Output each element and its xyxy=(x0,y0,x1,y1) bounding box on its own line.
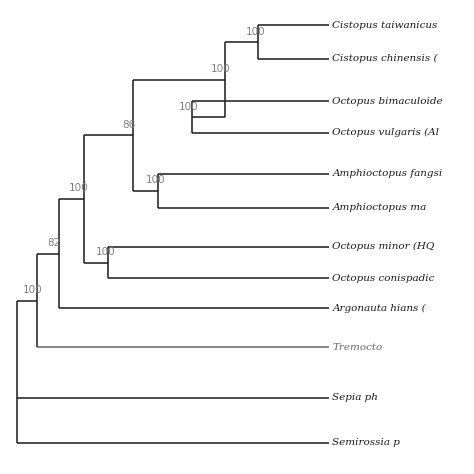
Text: Amphioctopus ma: Amphioctopus ma xyxy=(332,203,427,212)
Text: Octopus minor (HQ: Octopus minor (HQ xyxy=(332,242,435,251)
Text: Amphioctopus fangsi: Amphioctopus fangsi xyxy=(332,170,443,179)
Text: 82: 82 xyxy=(47,238,61,248)
Text: Cistopus taiwanicus: Cistopus taiwanicus xyxy=(332,21,438,30)
Text: Argonauta hians (: Argonauta hians ( xyxy=(332,304,426,313)
Text: Cistopus chinensis (: Cistopus chinensis ( xyxy=(332,54,438,64)
Text: 86: 86 xyxy=(122,120,136,130)
Text: Octopus vulgaris (Al: Octopus vulgaris (Al xyxy=(332,128,439,137)
Text: 100: 100 xyxy=(96,247,115,257)
Text: 100: 100 xyxy=(246,27,265,36)
Text: 100: 100 xyxy=(146,175,165,185)
Text: Sepia ph: Sepia ph xyxy=(332,393,378,402)
Text: Tremocto: Tremocto xyxy=(332,343,383,352)
Text: 100: 100 xyxy=(69,183,89,193)
Text: Semirossia p: Semirossia p xyxy=(332,438,400,447)
Text: 100: 100 xyxy=(23,285,43,295)
Text: 100: 100 xyxy=(211,64,230,74)
Text: Octopus conispadic: Octopus conispadic xyxy=(332,273,435,283)
Text: Octopus bimaculoide: Octopus bimaculoide xyxy=(332,97,443,106)
Text: 100: 100 xyxy=(179,101,199,112)
